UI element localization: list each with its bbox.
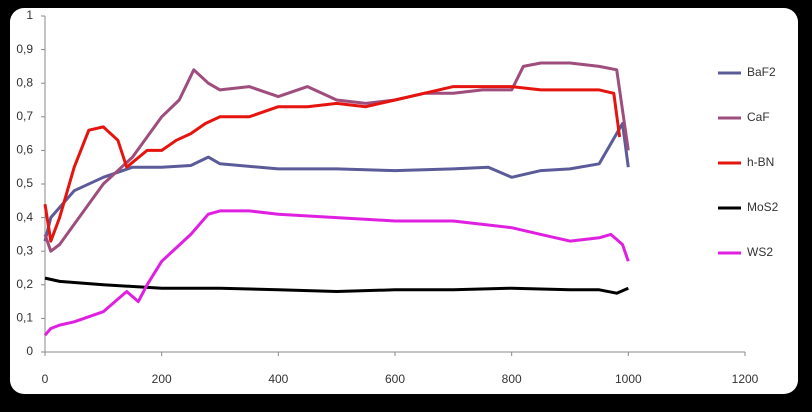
series-line	[43, 122, 630, 242]
legend-label: BaF2	[747, 65, 776, 79]
series-line	[43, 209, 630, 337]
series-line	[43, 85, 622, 243]
y-tick-label: 0,8	[16, 75, 33, 89]
series-line	[43, 61, 630, 253]
chart-panel	[10, 8, 798, 394]
legend-label: MoS2	[747, 200, 779, 214]
y-tick-label: 0	[26, 344, 33, 358]
legend-label: WS2	[747, 245, 773, 259]
x-tick-label: 600	[385, 372, 405, 386]
y-tick-label: 1	[26, 8, 33, 22]
y-tick-label: 0,9	[16, 42, 33, 56]
x-tick-label: 400	[268, 372, 288, 386]
x-tick-label: 0	[42, 372, 49, 386]
y-tick-label: 0,2	[16, 277, 33, 291]
legend-label: CaF	[747, 110, 770, 124]
x-tick-label: 800	[502, 372, 522, 386]
x-tick-label: 1000	[615, 372, 642, 386]
x-tick-label: 1200	[732, 372, 759, 386]
y-tick-label: 0,5	[16, 176, 33, 190]
series-line	[44, 276, 629, 295]
x-tick-label: 200	[152, 372, 172, 386]
y-tick-label: 0,1	[16, 311, 33, 325]
y-tick-label: 0,3	[16, 243, 33, 257]
y-tick-label: 0,6	[16, 143, 33, 157]
y-tick-label: 0,4	[16, 210, 33, 224]
y-tick-label: 0,7	[16, 109, 33, 123]
legend-label: h-BN	[747, 155, 774, 169]
